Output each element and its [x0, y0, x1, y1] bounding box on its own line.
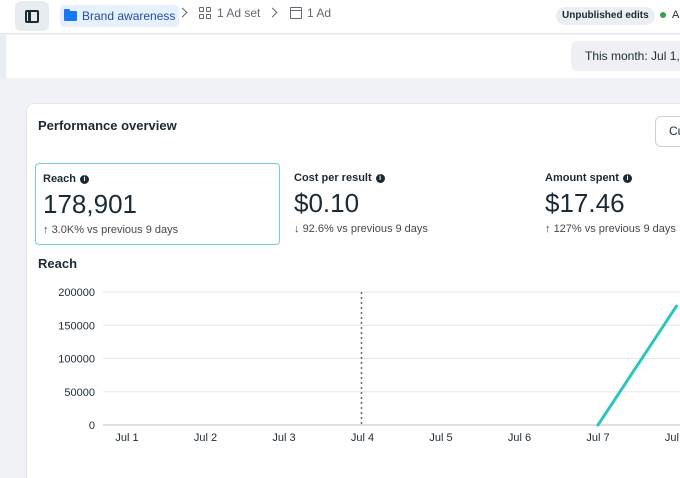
y-tick-label: 150000 [58, 320, 95, 332]
panel-icon [25, 9, 39, 23]
breadcrumb-ad[interactable]: 1 Ad [290, 6, 331, 20]
folder-icon [64, 9, 77, 21]
metric-value: $17.46 [545, 188, 625, 218]
metric-amount-spent[interactable]: Amount spent i $17.46 ↑ 127% vs previous… [538, 163, 680, 245]
grid-icon [199, 6, 212, 20]
x-tick-label: Jul 4 [351, 432, 374, 444]
metric-label: Amount spent i [545, 172, 632, 184]
unpublished-edits-badge[interactable]: Unpublished edits [556, 7, 655, 25]
campaign-label: Brand awareness [82, 9, 176, 23]
metric-change: ↓ 92.6% vs previous 9 days [294, 223, 428, 235]
x-tick-label: Jul 3 [272, 432, 295, 444]
metric-value: $0.10 [294, 188, 360, 218]
x-tick-label: Jul 2 [194, 432, 217, 444]
chart-title: Reach [38, 256, 78, 271]
performance-card [26, 103, 680, 478]
metric-change: ↑ 3.0K% vs previous 9 days [43, 224, 179, 236]
x-tick-label: Jul 7 [586, 432, 609, 444]
arrow-down-icon: ↓ [294, 223, 300, 235]
left-edge [0, 35, 6, 78]
info-icon[interactable]: i [375, 173, 385, 183]
info-icon[interactable]: i [622, 173, 632, 183]
breadcrumb-campaign[interactable]: Brand awareness [60, 5, 180, 27]
y-tick-label: 100000 [58, 354, 95, 366]
metric-value: 178,901 [43, 189, 137, 219]
y-tick-label: 50000 [64, 387, 95, 399]
metric-reach[interactable]: Reach i 178,901 ↑ 3.0K% vs previous 9 da… [35, 163, 280, 245]
date-range-button[interactable]: This month: Jul 1, [571, 41, 680, 71]
adset-label: 1 Ad set [217, 6, 261, 20]
metric-label: Reach i [43, 173, 90, 185]
metric-cost-per-result[interactable]: Cost per result i $0.10 ↓ 92.6% vs previ… [287, 163, 532, 245]
metric-change: ↑ 127% vs previous 9 days [545, 223, 676, 235]
reach-series-line [596, 304, 678, 427]
y-tick-label: 0 [89, 420, 95, 432]
customize-button[interactable]: Cu [655, 116, 680, 147]
ad-label: 1 Ad [307, 6, 332, 20]
chevron-right-icon [177, 7, 188, 18]
ad-icon [290, 7, 302, 19]
x-tick-label: Jul 8 [665, 432, 680, 444]
reach-chart: 200000 150000 100000 50000 0 Jul 1 Jul 2 Jul 3 J… [58, 287, 680, 444]
x-tick-label: Jul 1 [115, 432, 138, 444]
toolbar [0, 35, 680, 78]
arrow-up-icon: ↑ [545, 223, 551, 235]
metric-label: Cost per result i [294, 172, 385, 184]
info-icon[interactable]: i [80, 174, 90, 184]
status-label: A [672, 9, 680, 21]
arrow-up-icon: ↑ [43, 224, 49, 236]
status-dot-icon [660, 12, 666, 18]
card-title: Performance overview [38, 118, 177, 133]
x-tick-label: Jul 5 [429, 432, 452, 444]
sidebar-toggle-button[interactable] [15, 1, 49, 31]
top-bar: Brand awareness 1 Ad set 1 Ad Unpublishe… [0, 0, 680, 34]
x-tick-label: Jul 6 [508, 432, 531, 444]
y-tick-label: 200000 [58, 287, 95, 299]
chevron-right-icon [267, 7, 278, 18]
breadcrumb-adset[interactable]: 1 Ad set [199, 6, 260, 20]
